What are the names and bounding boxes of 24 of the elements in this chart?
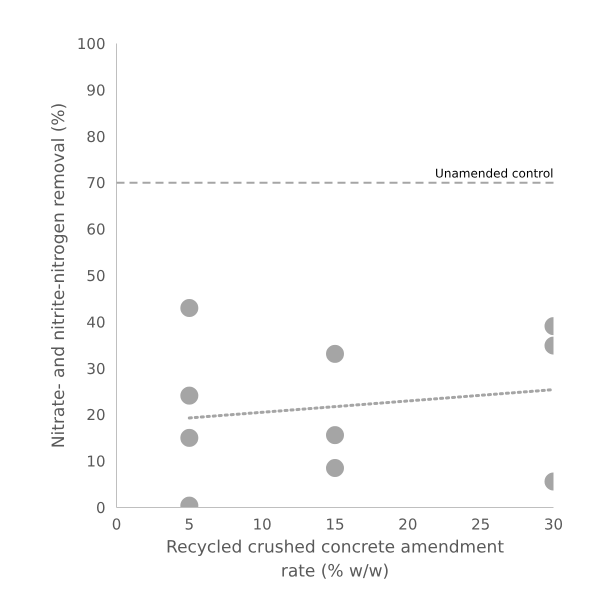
y-tick-label: 20 bbox=[86, 406, 106, 424]
x-tick-label: 25 bbox=[471, 516, 490, 534]
x-tick-label: 0 bbox=[112, 516, 122, 534]
y-tick-label: 0 bbox=[96, 499, 106, 517]
y-tick-label: 90 bbox=[86, 81, 106, 100]
x-tick-label: 10 bbox=[252, 516, 272, 534]
y-tick-label: 10 bbox=[86, 452, 106, 471]
y-tick-label: 40 bbox=[86, 313, 106, 332]
point bbox=[180, 386, 198, 405]
y-tick-label: 30 bbox=[86, 360, 106, 378]
y-axis-title: Nitrate- and nitrite-nitrogen removal (%) bbox=[48, 102, 69, 448]
x-tick-label: 20 bbox=[398, 516, 418, 534]
y-tick-label: 60 bbox=[86, 220, 106, 239]
x-tick-label: 5 bbox=[184, 516, 194, 534]
y-tick-label: 50 bbox=[86, 267, 106, 285]
x-axis-title: Recycled crushed concrete amendment rate (% w/w) bbox=[166, 538, 504, 582]
y-tick-label: 70 bbox=[86, 174, 106, 192]
point bbox=[180, 428, 198, 447]
y-tick-label: 80 bbox=[86, 128, 106, 146]
y-tick-label: 100 bbox=[76, 35, 106, 53]
x-tick-label: 15 bbox=[325, 516, 345, 534]
x-tick-label: 30 bbox=[544, 516, 564, 534]
point bbox=[180, 298, 198, 317]
ref-line-label: Unamended control bbox=[435, 166, 554, 181]
